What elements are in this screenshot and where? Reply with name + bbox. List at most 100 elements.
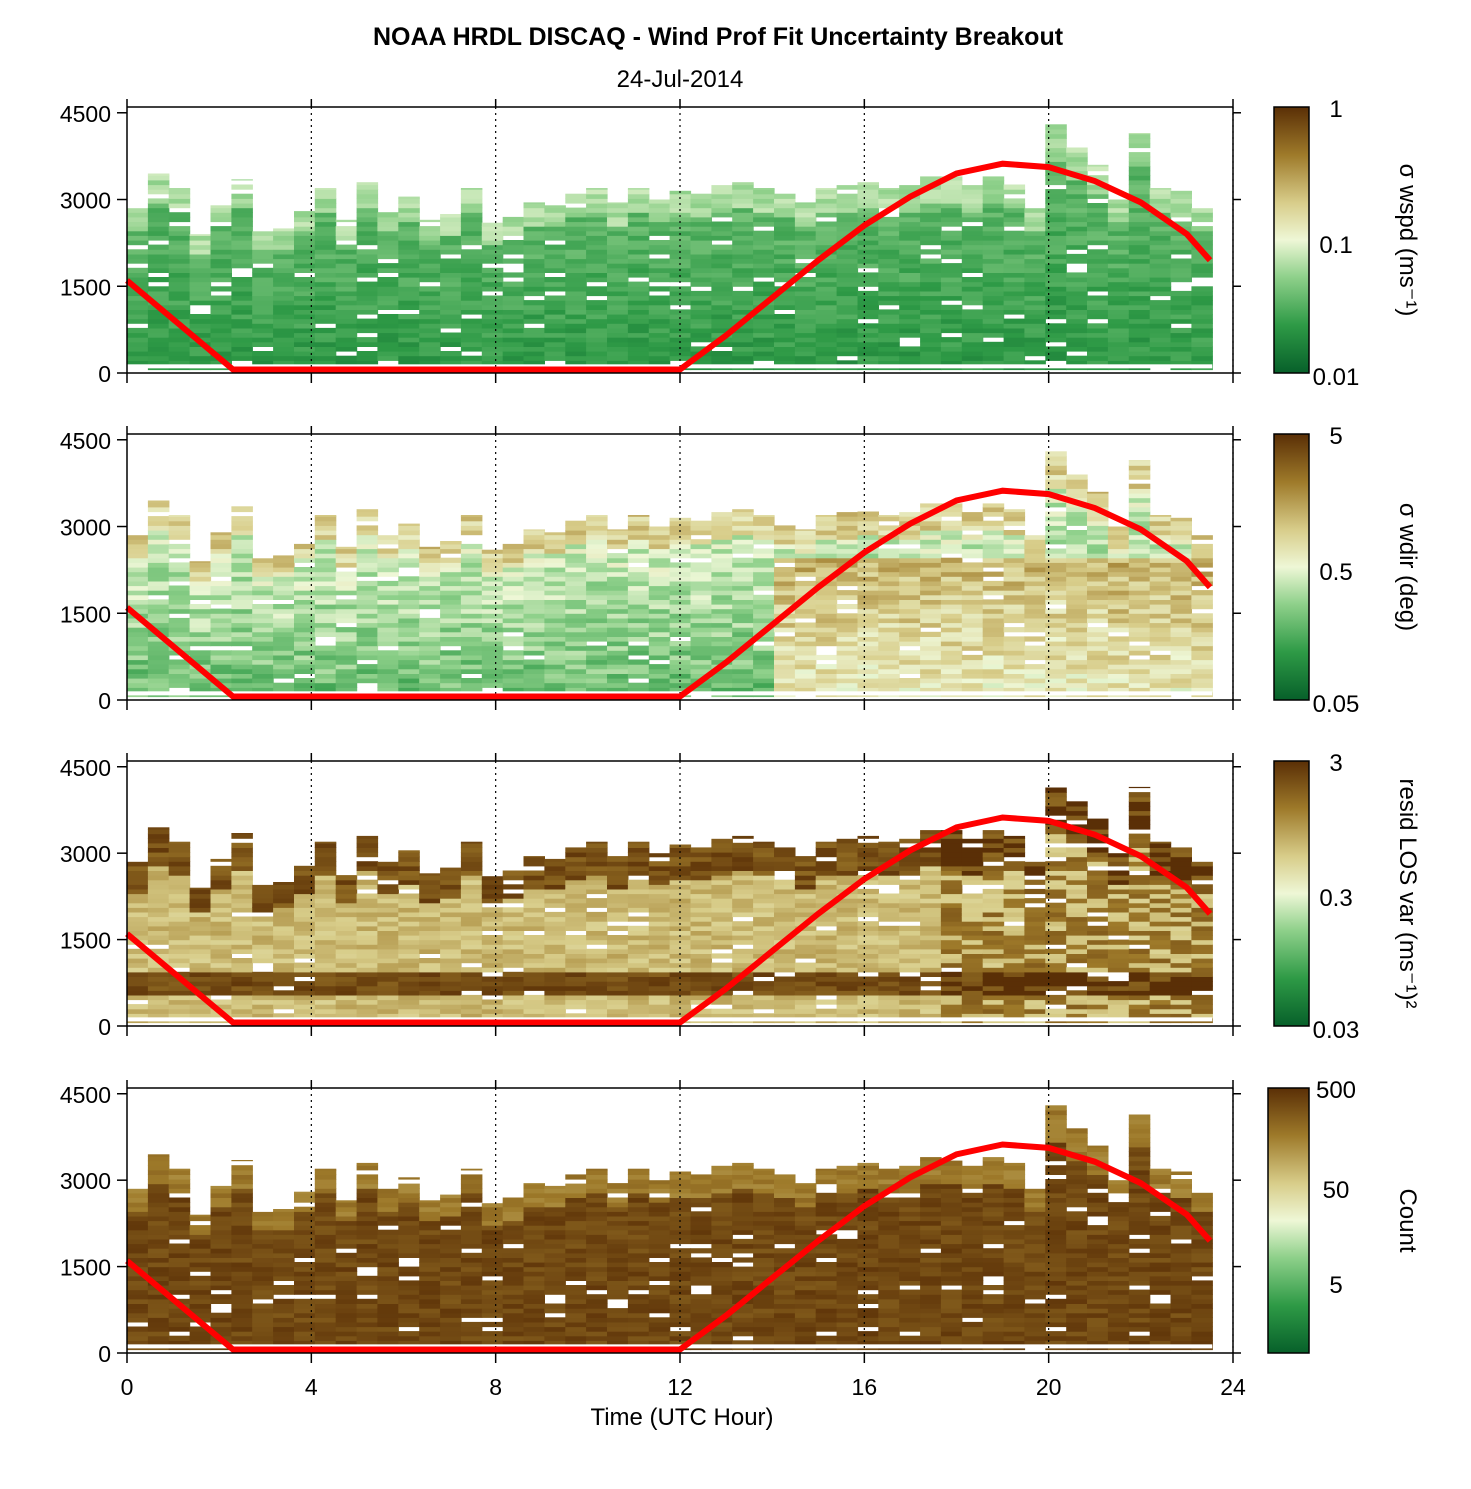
heatmap-cell: [732, 921, 754, 927]
heatmap-cell: [774, 990, 796, 996]
heatmap-cell: [398, 650, 420, 656]
heatmap-cell: [502, 981, 525, 987]
heatmap-cell: [815, 304, 838, 310]
heatmap-cell: [1003, 641, 1026, 647]
heatmap-cell: [627, 636, 650, 642]
heatmap-cell: [460, 235, 483, 241]
heatmap-cell: [648, 332, 671, 338]
heatmap-cell: [189, 617, 212, 624]
heatmap-cell: [648, 249, 671, 255]
heatmap-cell: [815, 309, 838, 315]
heatmap-cell: [627, 976, 650, 982]
heatmap-cell: [607, 249, 629, 255]
heatmap-cell: [627, 226, 650, 232]
heatmap-cell: [878, 599, 900, 605]
heatmap-cell: [481, 549, 504, 554]
heatmap-cell: [857, 576, 879, 582]
heatmap-cell: [732, 590, 754, 596]
heatmap-cell: [961, 240, 984, 246]
heatmap-cell: [774, 622, 796, 628]
heatmap-cell: [711, 842, 733, 848]
heatmap-cell: [168, 590, 191, 596]
heatmap-cell: [1170, 594, 1192, 600]
heatmap-cell: [1003, 604, 1026, 610]
heatmap-cell: [1128, 645, 1151, 651]
heatmap-cell: [377, 553, 399, 559]
heatmap-cell: [127, 337, 149, 343]
heatmap-cell: [1087, 272, 1109, 278]
heatmap-cell: [1045, 590, 1067, 596]
heatmap-cell: [1024, 258, 1046, 264]
heatmap-cell: [711, 249, 733, 255]
heatmap-cell: [1170, 304, 1192, 310]
heatmap-cell: [732, 608, 754, 614]
heatmap-cell: [711, 594, 733, 600]
heatmap-cell: [940, 272, 963, 278]
heatmap-cell: [607, 263, 629, 269]
heatmap-cell: [899, 230, 921, 236]
heatmap-cell: [648, 953, 671, 959]
heatmap-cell: [398, 911, 420, 918]
heatmap-cell: [1087, 164, 1109, 167]
heatmap-cell: [189, 562, 212, 568]
heatmap-cell: [648, 613, 671, 619]
heatmap-cell: [314, 277, 337, 283]
heatmap-cell: [544, 258, 566, 264]
heatmap-cell: [753, 314, 775, 320]
heatmap-cell: [1170, 235, 1192, 241]
heatmap-cell: [1191, 535, 1213, 540]
heatmap-cell: [565, 346, 587, 352]
heatmap-cell: [1191, 594, 1213, 600]
heatmap-cell: [1191, 309, 1213, 315]
heatmap-cell: [189, 561, 212, 563]
heatmap-cell: [1128, 553, 1151, 559]
heatmap-cell: [711, 911, 733, 918]
heatmap-cell: [544, 571, 566, 577]
heatmap-cell: [732, 212, 754, 218]
heatmap-cell: [419, 562, 441, 568]
heatmap-cell: [127, 557, 149, 563]
heatmap-cell: [961, 576, 984, 582]
heatmap-cell: [252, 327, 274, 334]
heatmap-cell: [836, 613, 859, 619]
heatmap-cell: [544, 668, 566, 674]
heatmap-cell: [836, 622, 859, 628]
heatmap-cell: [502, 990, 525, 996]
heatmap-cell: [1170, 309, 1192, 315]
heatmap-cell: [502, 939, 525, 945]
heatmap-cell: [419, 249, 441, 255]
heatmap-cell: [398, 221, 420, 227]
heatmap-cell: [168, 314, 191, 320]
heatmap-cell: [920, 534, 942, 540]
heatmap-cell: [732, 939, 754, 945]
heatmap-cell: [1128, 506, 1151, 513]
heatmap-cell: [314, 576, 337, 582]
heatmap-cell: [920, 668, 942, 674]
heatmap-cell: [940, 585, 963, 591]
heatmap-cell: [377, 599, 399, 605]
heatmap-cell: [982, 198, 1005, 204]
heatmap-cell: [1149, 617, 1172, 624]
heatmap-cell: [1128, 622, 1151, 628]
heatmap-cell: [1107, 272, 1130, 278]
heatmap-cell: [294, 337, 316, 343]
heatmap-cell: [1191, 617, 1213, 624]
heatmap-cell: [168, 617, 191, 624]
heatmap-cell: [732, 235, 754, 241]
heatmap-cell: [356, 967, 379, 973]
heatmap-cell: [899, 272, 921, 278]
heatmap-cell: [607, 641, 629, 647]
heatmap-cell: [147, 175, 170, 181]
heatmap-cell: [481, 267, 504, 273]
heatmap-cell: [210, 253, 232, 260]
heatmap-cell: [252, 567, 274, 573]
heatmap-cell: [1128, 599, 1151, 605]
heatmap-cell: [419, 341, 441, 347]
heatmap-cell: [607, 627, 629, 633]
heatmap-cell: [481, 627, 504, 633]
heatmap-cell: [481, 622, 504, 628]
heatmap-cell: [1107, 318, 1130, 324]
heatmap-cell: [732, 622, 754, 628]
heatmap-cell: [1045, 253, 1067, 260]
heatmap-cell: [127, 921, 149, 927]
